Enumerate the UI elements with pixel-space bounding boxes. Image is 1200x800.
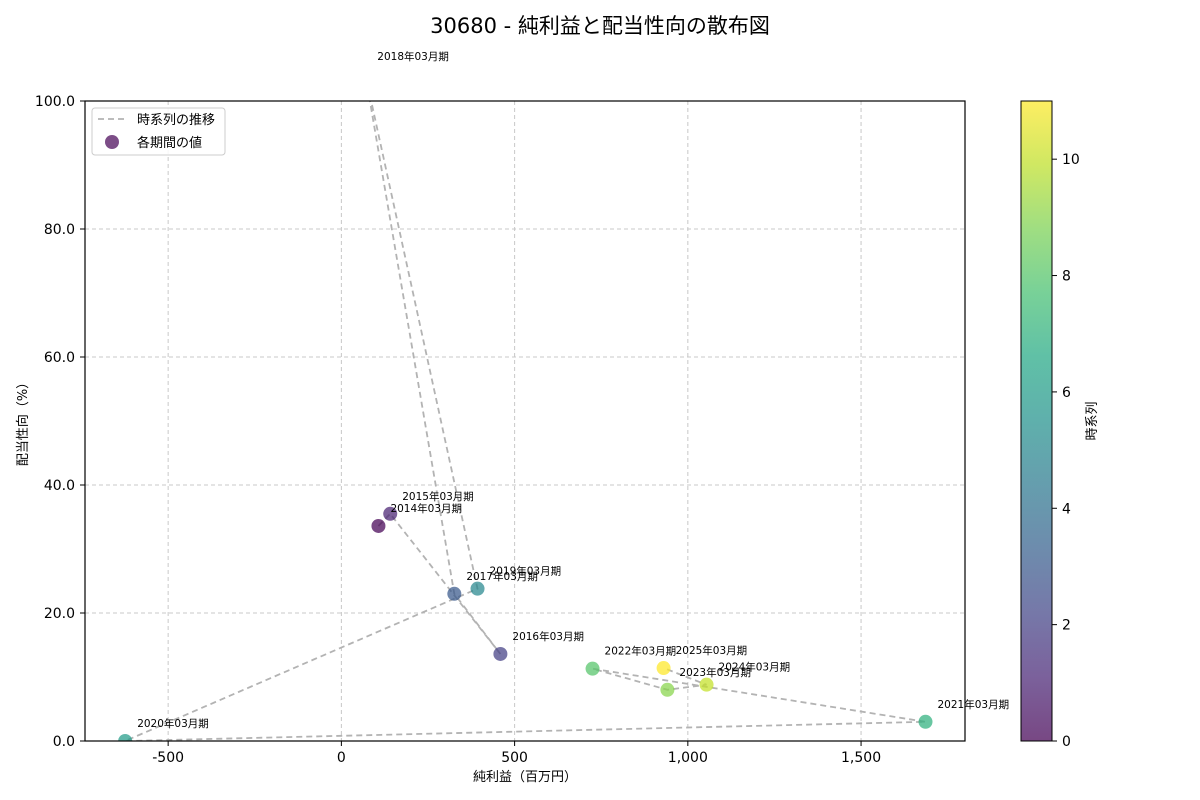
point-label: 2025年03月期 [676, 644, 748, 657]
y-tick-label: 100.0 [35, 94, 75, 110]
data-point [383, 506, 398, 521]
point-label: 2014年03月期 [390, 502, 462, 515]
x-tick-label: -500 [152, 750, 184, 766]
colorbar-tick-label: 0 [1062, 734, 1071, 750]
plot-frame [84, 100, 966, 742]
x-axis-ticks: -500 0 500 1,000 1,500 [152, 741, 881, 766]
x-tick-label: 500 [501, 750, 528, 766]
point-label: 2023年03月期 [679, 666, 751, 679]
colorbar-label: 時系列 [1085, 401, 1100, 440]
data-point [118, 734, 133, 741]
point-label: 2017年03月期 [466, 570, 538, 583]
legend-label-trend: 時系列の推移 [137, 113, 215, 128]
point-label: 2024年03月期 [719, 661, 791, 674]
point-label: 2016年03月期 [512, 630, 584, 643]
legend-label-points: 各期間の値 [137, 135, 202, 151]
y-tick-label: 60.0 [44, 350, 75, 366]
x-tick-label: 0 [337, 750, 346, 766]
point-label: 2021年03月期 [938, 698, 1010, 711]
y-axis-ticks: 0.0 20.0 40.0 60.0 80.0 100.0 [35, 94, 85, 750]
colorbar-tick-label: 2 [1062, 618, 1071, 634]
colorbar-tick-label: 8 [1062, 269, 1071, 285]
data-point [918, 714, 933, 729]
point-label: 2022年03月期 [605, 645, 677, 658]
colorbar: 0 2 4 6 8 10 時系列 [1020, 100, 1100, 750]
data-point [660, 682, 675, 697]
data-points [118, 67, 933, 741]
colorbar-tick-label: 4 [1062, 501, 1071, 517]
x-tick-label: 1,500 [841, 750, 881, 766]
y-tick-label: 0.0 [53, 734, 75, 750]
y-axis-label: 配当性向（%） [15, 376, 31, 466]
y-tick-label: 80.0 [44, 222, 75, 238]
data-point [585, 661, 600, 676]
y-tick-label: 20.0 [44, 606, 75, 622]
legend-box [91, 107, 226, 156]
colorbar-ticks: 0 2 4 6 8 10 [1052, 152, 1080, 750]
grid-lines [85, 101, 965, 741]
point-label: 2015年03月期 [402, 490, 474, 503]
data-point [447, 586, 462, 601]
point-label: 2019年03月期 [490, 565, 562, 578]
y-tick-label: 40.0 [44, 478, 75, 494]
colorbar-tick-label: 6 [1062, 385, 1071, 401]
data-point [493, 646, 508, 661]
x-axis-label: 純利益（百万円） [473, 770, 577, 785]
data-point [371, 518, 386, 533]
chart-title: 30680 - 純利益と配当性向の散布図 [430, 14, 770, 38]
colorbar-tick-label: 10 [1062, 152, 1080, 168]
x-tick-label: 1,000 [668, 750, 708, 766]
plot-area [118, 67, 933, 741]
colorbar-gradient [1020, 100, 1053, 742]
data-point [699, 677, 714, 692]
data-point [358, 67, 372, 81]
data-point [470, 581, 485, 596]
point-label: 2020年03月期 [137, 717, 209, 730]
point-label: 2018年03月期 [377, 50, 449, 63]
legend: 時系列の推移 各期間の値 [91, 107, 226, 156]
legend-marker-swatch [105, 135, 119, 149]
data-point [656, 661, 671, 676]
